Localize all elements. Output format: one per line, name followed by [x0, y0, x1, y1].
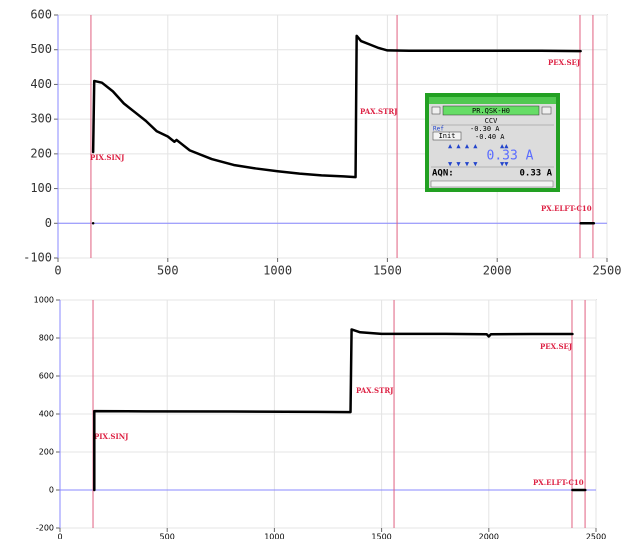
init-value: -0.40 A [475, 133, 505, 141]
setpoint: 0.33 A [487, 149, 534, 164]
aqn-value: 0.33 A [519, 169, 552, 179]
marker-label: PAX.STRJ [360, 107, 398, 116]
widget-button[interactable] [542, 107, 551, 114]
up-arrows[interactable]: ▲ ▲ ▲ ▲ [448, 142, 478, 150]
y-tick-label: 0 [49, 486, 54, 495]
x-tick-label: 500 [160, 533, 175, 539]
mode: CCV [485, 117, 498, 125]
widget-titlebar [429, 97, 556, 104]
y-tick-label: 100 [30, 181, 52, 195]
marker-label: PAX.STRJ [356, 386, 394, 395]
device-name: PR.QSK-H0 [472, 107, 510, 115]
y-tick-label: 200 [39, 448, 54, 457]
aqn-label: AQN: [432, 169, 454, 179]
x-tick-label: 0 [57, 533, 62, 539]
y-tick-label: 800 [39, 334, 54, 343]
x-tick-label: 0 [54, 263, 61, 277]
y-tick-label: -200 [36, 524, 54, 533]
x-tick-label: 2000 [479, 533, 499, 539]
x-tick-label: 2500 [586, 533, 606, 539]
x-tick-label: 1500 [371, 533, 391, 539]
y-tick-label: 400 [39, 410, 54, 419]
marker-label: PX.ELFT-C10 [533, 478, 584, 487]
x-tick-label: 500 [157, 263, 179, 277]
y-tick-label: 600 [30, 8, 52, 22]
x-tick-label: 1000 [264, 533, 284, 539]
y-tick-label: 0 [45, 216, 52, 230]
x-tick-label: 2000 [483, 263, 512, 277]
y-tick-label: 200 [30, 146, 52, 160]
marker-label: PIX.SINJ [90, 153, 125, 162]
x-tick-label: 2500 [593, 263, 622, 277]
marker-label: PEX.SEJ [548, 58, 581, 67]
y-tick-label: 300 [30, 112, 52, 126]
scrollbar[interactable] [431, 181, 553, 187]
marker-label: PIX.SINJ [94, 432, 129, 441]
init-label: Init [439, 132, 456, 140]
y-tick-label: 600 [39, 372, 54, 381]
y-tick-label: -100 [23, 251, 52, 265]
x-tick-label: 1000 [263, 263, 292, 277]
marker-label: PEX.SEJ [540, 342, 573, 351]
marker-label: PX.ELFT-C10 [541, 204, 592, 213]
widget-button[interactable] [432, 107, 440, 114]
y-tick-label: 400 [30, 77, 52, 91]
y-tick-label: 1000 [34, 296, 54, 305]
x-tick-label: 1500 [373, 263, 402, 277]
ref-value: -0.30 A [470, 125, 500, 133]
page: -100010020030040050060005001000150020002… [0, 0, 627, 539]
y-tick-label: 500 [30, 42, 52, 56]
control-widget: PR.QSK-H0 CCV Ref -0.30 A Init -0.40 A ▲… [425, 93, 560, 192]
